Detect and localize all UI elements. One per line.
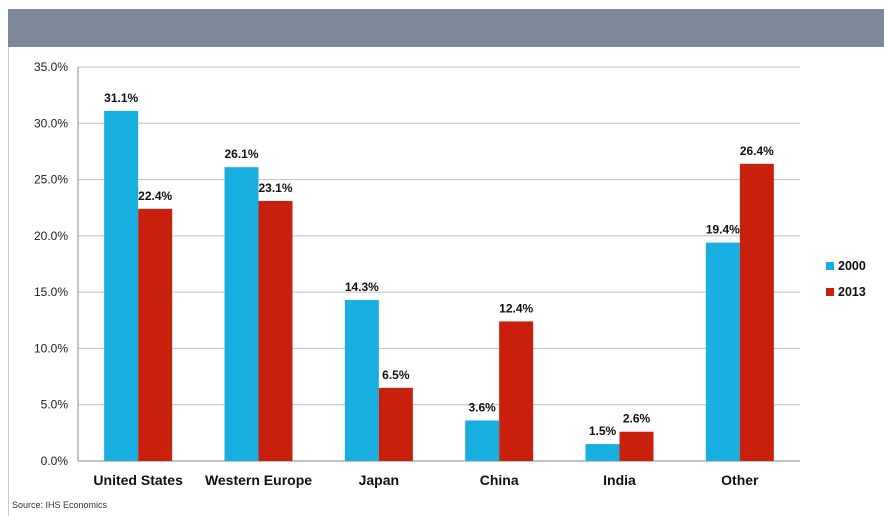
data-label: 14.3% — [345, 280, 379, 294]
data-label: 12.4% — [499, 301, 533, 315]
data-label: 19.4% — [706, 223, 740, 237]
data-label: 2.6% — [623, 412, 651, 426]
data-label: 26.1% — [224, 147, 258, 161]
y-tick-label: 30.0% — [34, 116, 68, 130]
bar-2013-western-europe — [258, 200, 293, 461]
legend: 2000 2013 — [826, 253, 866, 305]
bar-2000-japan — [344, 300, 379, 461]
bar-2013-united-states — [138, 208, 173, 461]
x-tick-label: India — [603, 472, 636, 488]
y-tick-label: 35.0% — [34, 60, 68, 74]
bar-2013-india — [619, 431, 654, 461]
legend-swatch-2000 — [826, 262, 834, 270]
x-tick-label: Japan — [359, 472, 399, 488]
data-label: 22.4% — [138, 189, 172, 203]
x-tick-label: Other — [721, 472, 759, 488]
y-tick-label: 10.0% — [34, 341, 68, 355]
legend-item-2000: 2000 — [826, 253, 866, 279]
y-tick-label: 5.0% — [41, 398, 69, 412]
y-tick-label: 0.0% — [41, 454, 69, 468]
legend-swatch-2013 — [826, 288, 834, 296]
data-label: 3.6% — [468, 400, 496, 414]
y-tick-label: 20.0% — [34, 229, 68, 243]
data-label: 6.5% — [382, 368, 410, 382]
header-bar — [8, 9, 884, 47]
data-label: 26.4% — [740, 144, 774, 158]
bar-2000-china — [465, 420, 500, 461]
source-note: Source: IHS Economics — [12, 500, 108, 510]
y-tick-label: 25.0% — [34, 173, 68, 187]
bar-2000-united-states — [104, 110, 139, 461]
chart-panel — [8, 47, 884, 516]
data-label: 31.1% — [104, 91, 138, 105]
x-tick-label: United States — [93, 472, 183, 488]
bar-2000-western-europe — [224, 167, 259, 461]
bar-2013-japan — [378, 387, 413, 461]
bar-2013-china — [499, 321, 534, 461]
legend-item-2013: 2013 — [826, 279, 866, 305]
data-label: 1.5% — [589, 424, 617, 438]
bar-2000-india — [585, 444, 620, 461]
bar-2013-other — [739, 163, 774, 461]
x-tick-label: Western Europe — [205, 472, 312, 488]
bar-2000-other — [705, 242, 740, 461]
legend-label-2000: 2000 — [838, 259, 866, 273]
legend-label-2013: 2013 — [838, 285, 866, 299]
x-tick-label: China — [480, 472, 519, 488]
data-label: 23.1% — [258, 181, 292, 195]
y-tick-label: 15.0% — [34, 285, 68, 299]
